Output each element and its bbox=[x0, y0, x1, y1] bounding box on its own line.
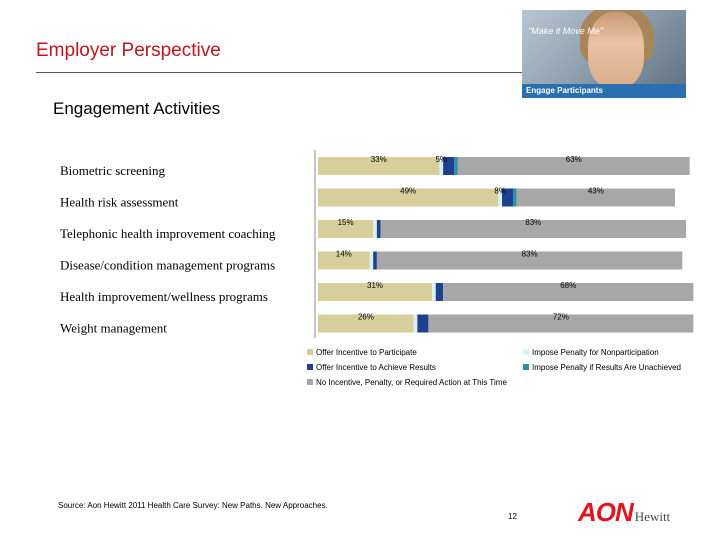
bar-segment bbox=[373, 251, 377, 270]
data-label: 83% bbox=[525, 218, 541, 227]
page-number: 12 bbox=[508, 512, 517, 521]
data-label: 63% bbox=[566, 155, 582, 164]
bar-segment bbox=[413, 314, 418, 333]
bar-segment bbox=[369, 251, 374, 270]
bar-segment bbox=[318, 251, 370, 270]
data-label: 72% bbox=[553, 313, 569, 322]
bar-segment bbox=[428, 314, 694, 333]
data-label: 26% bbox=[358, 313, 374, 322]
bar-segment bbox=[498, 188, 502, 207]
legend-swatch bbox=[523, 349, 529, 355]
bar-segment bbox=[417, 314, 429, 333]
photo-tagline: "Make it Move Me" bbox=[528, 26, 603, 36]
bar-segment bbox=[457, 157, 690, 175]
page-subtitle: Engagement Activities bbox=[53, 99, 221, 118]
bar-segment bbox=[439, 157, 444, 175]
legend-swatch bbox=[307, 379, 313, 385]
legend-entry: Impose Penalty for Nonparticipation bbox=[532, 348, 659, 357]
data-label: 43% bbox=[588, 187, 604, 196]
bar-segment bbox=[443, 157, 455, 175]
source-note: Source: Aon Hewitt 2011 Health Care Surv… bbox=[58, 501, 328, 510]
bar-segment bbox=[435, 283, 444, 301]
data-label: 8% bbox=[494, 187, 506, 196]
bar-segment bbox=[443, 283, 694, 301]
bar-segment bbox=[318, 220, 374, 238]
legend-swatch bbox=[307, 349, 313, 355]
category-label: Health improvement/wellness programs bbox=[60, 289, 268, 304]
data-label: 15% bbox=[338, 218, 354, 227]
category-label: Telephonic health improvement coaching bbox=[60, 226, 276, 241]
data-label: 83% bbox=[522, 250, 538, 259]
category-label: Disease/condition management programs bbox=[60, 258, 275, 273]
legend-entry: Offer Incentive to Participate bbox=[316, 348, 417, 357]
data-label: 5% bbox=[435, 155, 447, 164]
data-label: 33% bbox=[371, 155, 387, 164]
bar-segment bbox=[454, 157, 458, 175]
bar-segment bbox=[516, 188, 675, 207]
engagement-chart: Biometric screening 33% 63% 5% Health risk a… bbox=[60, 150, 694, 387]
category-label: Biometric screening bbox=[60, 163, 166, 178]
bar-segment bbox=[318, 314, 414, 333]
data-label: 31% bbox=[367, 281, 383, 290]
legend-swatch bbox=[523, 364, 529, 370]
data-label: 68% bbox=[560, 281, 576, 290]
bar-segment bbox=[502, 188, 514, 207]
category-label: Weight management bbox=[60, 321, 167, 336]
category-label: Health risk assessment bbox=[60, 195, 179, 210]
bar-segment bbox=[318, 157, 440, 175]
logo-hewitt: Hewitt bbox=[634, 509, 671, 524]
bar-segment bbox=[513, 188, 517, 207]
photo-face bbox=[588, 12, 644, 88]
data-label: 49% bbox=[400, 187, 416, 196]
title-divider bbox=[36, 72, 522, 73]
bar-segment bbox=[318, 283, 433, 301]
legend-entry: No Incentive, Penalty, or Required Actio… bbox=[316, 378, 507, 387]
logo-aon: AON bbox=[578, 497, 634, 527]
bar-segment bbox=[373, 220, 377, 238]
data-label: 14% bbox=[336, 250, 352, 259]
legend-swatch bbox=[307, 364, 313, 370]
bar-segment bbox=[376, 251, 683, 270]
legend-entry: Impose Penalty if Results Are Unachieved bbox=[532, 363, 681, 372]
bar-segment bbox=[432, 283, 436, 301]
bar-segment bbox=[380, 220, 686, 238]
page-title: Employer Perspective bbox=[36, 40, 221, 61]
photo-banner-text: Engage Participants bbox=[526, 86, 603, 95]
bar-segment bbox=[376, 220, 381, 238]
legend-entry: Offer Incentive to Achieve Results bbox=[316, 363, 436, 372]
aon-hewitt-logo: AON Hewitt bbox=[578, 497, 670, 528]
header-photo: "Make it Move Me" Engage Participants bbox=[522, 10, 686, 98]
photo-banner: Engage Participants bbox=[522, 84, 686, 98]
bar-segment bbox=[318, 188, 499, 207]
